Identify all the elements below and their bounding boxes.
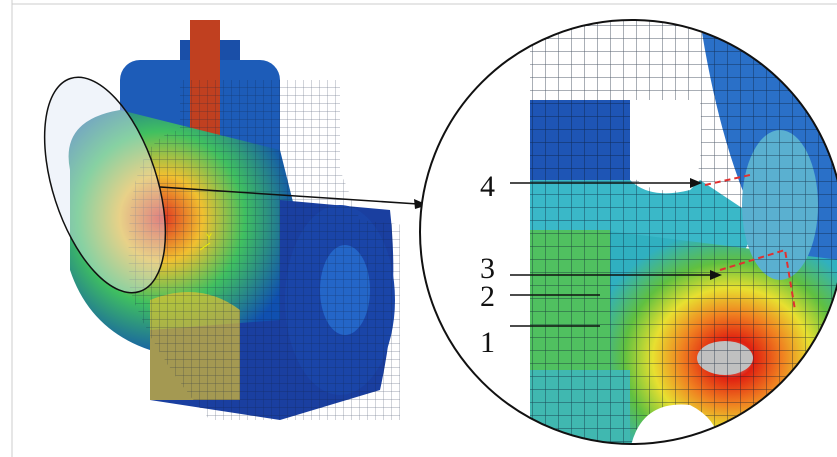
valve-model: Y bbox=[21, 20, 400, 420]
callout-label: 2 bbox=[480, 280, 495, 313]
zoom-view bbox=[420, 20, 837, 450]
axis-triad: Y bbox=[206, 232, 212, 242]
callout-label: 4 bbox=[480, 170, 495, 203]
callout-label: 1 bbox=[480, 326, 495, 359]
figure: Y 4 3 2 1 bbox=[0, 0, 837, 457]
